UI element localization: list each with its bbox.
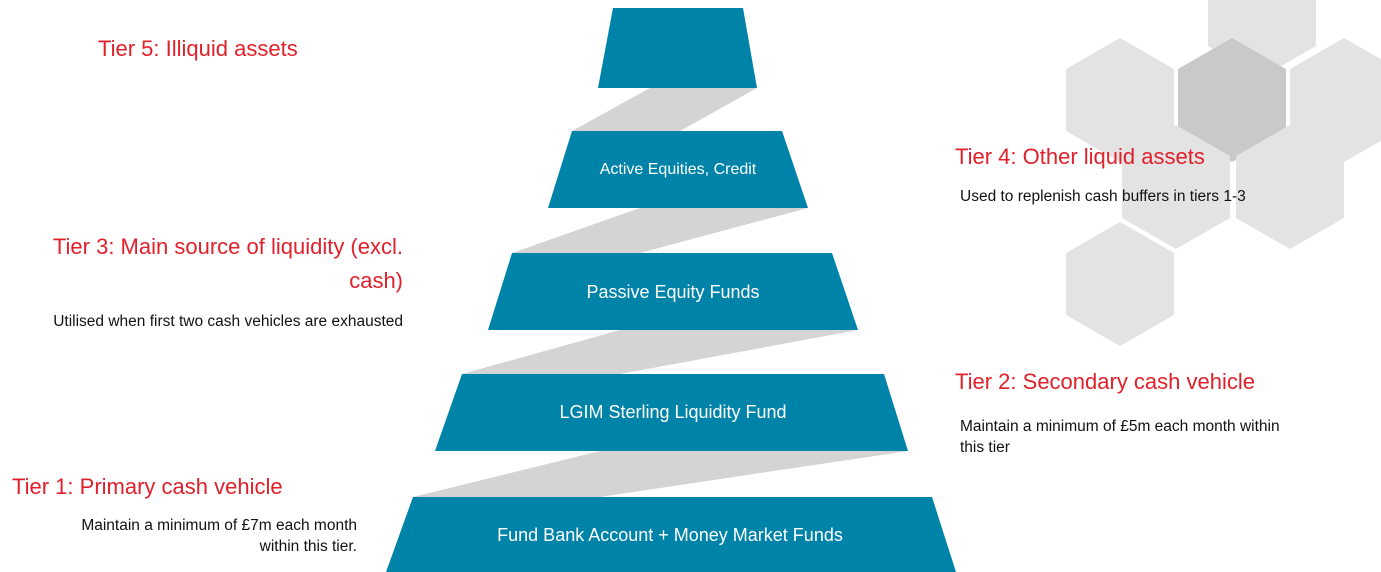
connector — [512, 208, 808, 253]
hexagon — [1290, 38, 1381, 162]
tier-2-block — [435, 374, 908, 451]
tier-4-title: Tier 4: Other liquid assets — [955, 144, 1205, 169]
connector — [572, 88, 757, 131]
tier-1-block — [386, 497, 956, 572]
tier-3-block — [488, 253, 858, 330]
tier-5-block — [598, 8, 757, 88]
tier-4-fund: Active Equities, Credit — [599, 161, 757, 178]
tier-4-description: Used to replenish cash buffers in tiers … — [960, 188, 1246, 205]
tier-4-block — [548, 131, 808, 208]
hexagons — [1066, 0, 1381, 346]
tier-3-description: Utilised when first two cash vehicles ar… — [53, 313, 403, 330]
connector — [413, 451, 908, 497]
hexagon — [1236, 125, 1344, 249]
hexagon — [1122, 125, 1230, 249]
hexagon — [1066, 222, 1174, 346]
tier-1-fund: Fund Bank Account + Money Market Funds — [497, 525, 843, 545]
tier-1-description: Maintain a minimum of £7m each month wit… — [81, 517, 357, 555]
connector — [462, 330, 858, 374]
tier-5-title: Tier 5: Illiquid assets — [98, 36, 298, 61]
tier-3-title: Tier 3: Main source of liquidity (excl. … — [52, 234, 403, 293]
tier-2-fund: LGIM Sterling Liquidity Fund — [559, 402, 787, 422]
hexagon — [1066, 38, 1174, 162]
tier-2-description: Maintain a minimum of £5m each month wit… — [960, 418, 1280, 456]
connectors — [413, 88, 908, 497]
tier-1-title: Tier 1: Primary cash vehicle — [12, 474, 283, 499]
hexagon — [1178, 38, 1286, 162]
pyramid — [386, 8, 956, 572]
tier-2-title: Tier 2: Secondary cash vehicle — [955, 369, 1255, 394]
tier-3-fund: Passive Equity Funds — [586, 282, 760, 302]
